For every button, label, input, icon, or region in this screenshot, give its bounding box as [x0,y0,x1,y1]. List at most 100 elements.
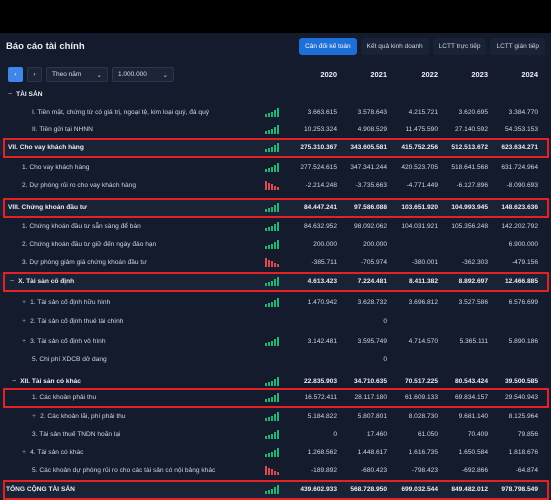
table-row[interactable]: − X. Tài sản cố định 4.613.423 7.224.481 8.4… [0,273,551,290]
value-cell: -680.423 [360,467,387,474]
row-label: 5. Các khoản dự phòng rủi ro cho các tài… [32,462,215,479]
unit-select[interactable]: 1.000.000 ⌄ [112,67,174,82]
value-cell: -189.892 [310,467,337,474]
value-cell: 8.892.697 [458,278,488,285]
collapse-icon[interactable]: − [12,378,17,385]
row-label: +1. Tài sản cố định hữu hình [22,294,110,311]
table-row[interactable]: 3. Tài sản thuế TNDN hoãn lại 0 17.460 61.0… [0,426,551,443]
value-cell: 4.215.721 [408,109,438,116]
value-cell: 699.032.544 [401,486,438,493]
table-row[interactable]: 2. Dự phòng rủi ro cho vay khách hàng -2.… [0,177,551,194]
prev-period-button[interactable]: ‹ [8,67,23,82]
row-label-text: 2. Các khoản lãi, phí phải thu [40,413,126,420]
value-cell [386,313,438,330]
table-row[interactable]: II. Tiền gửi tại NHNN 10.253.324 4.908.529… [0,121,551,138]
row-label: +4. Tài sản có khác [22,444,83,461]
growth-trend-icon [265,125,279,134]
value-cell: 420.523.705 [401,164,438,171]
tab-balance-sheet[interactable]: Cân đối kế toán [299,38,357,55]
growth-trend-icon [265,448,279,457]
year-header-cell: 2024 [521,70,538,79]
table-row[interactable]: 1. Chứng khoán đầu tư sẵn sàng để bán 84.… [0,218,551,235]
table-row[interactable]: 2. Chứng khoán đầu tư giữ đến ngày đáo h… [0,236,551,253]
value-cell: 5.365.111 [459,338,488,345]
value-cell: 104.993.945 [451,204,488,211]
collapse-icon[interactable]: − [10,278,15,285]
report-tabs: Cân đối kế toán Kết quả kinh doanh LCTT … [299,38,545,55]
value-cell: 79.856 [517,431,538,438]
value-cell: -798.423 [411,467,438,474]
declining-trend-icon [265,181,279,190]
value-cell: 200.000 [313,241,337,248]
value-cell: 4.908.529 [357,126,387,133]
period-select[interactable]: Theo năm ⌄ [46,67,108,82]
row-label: 1. Cho vay khách hàng [22,159,89,176]
year-header-cell: 2021 [370,70,387,79]
expand-icon[interactable]: + [32,413,37,420]
tab-income-statement[interactable]: Kết quả kinh doanh [360,38,429,55]
value-cell: 103.651.920 [401,204,438,211]
value-cell [436,313,488,330]
expand-icon[interactable]: + [22,449,27,456]
table-row[interactable]: 1. Các khoản phải thu 16.572.411 28.117.18… [0,389,551,406]
table-row[interactable]: 5. Chi phí XDCB dở dang 0 [0,351,551,368]
growth-trend-icon [265,337,279,346]
table-row[interactable]: VII. Cho vay khách hàng 275.310.367 343.60… [0,139,551,156]
value-cell: 9.681.140 [458,413,488,420]
table-row[interactable]: +2. Tài sản cố định thuê tài chính 0 [0,313,551,330]
table-row[interactable]: +4. Tài sản có khác 1.268.562 1.448.617 1.6… [0,444,551,461]
row-label-text: 2. Dự phòng rủi ro cho vay khách hàng [22,182,137,189]
table-row[interactable]: − XII. Tài sản có khác 22.835.903 34.710.63… [0,373,551,390]
growth-trend-icon [265,163,279,172]
table-row[interactable]: I. Tiền mặt, chứng từ có giá trị, ngoại … [0,104,551,121]
value-cell [436,86,488,103]
value-cell: -4.771.449 [406,182,438,189]
expand-icon[interactable]: + [22,318,27,325]
table-row[interactable]: +3. Tài sản cố định vô hình 3.142.481 3.59… [0,333,551,350]
value-cell: 6.900.000 [508,241,538,248]
value-cell: 343.605.581 [350,144,387,151]
expand-icon[interactable]: + [22,338,27,345]
value-cell: 29.540.943 [504,394,538,401]
page-title: Báo cáo tài chính [6,41,85,52]
expand-icon[interactable]: + [22,299,27,306]
row-label: 2. Chứng khoán đầu tư giữ đến ngày đáo h… [22,236,156,253]
row-label-text: 1. Cho vay khách hàng [22,164,90,171]
row-label: 3. Tài sản thuế TNDN hoãn lại [32,426,120,443]
value-cell: 623.634.271 [501,144,538,151]
row-label: VII. Cho vay khách hàng [8,139,84,156]
value-cell: 1.268.562 [307,449,337,456]
value-cell: 61.609.133 [404,394,438,401]
tab-cashflow-indirect[interactable]: LCTT gián tiếp [490,38,545,55]
value-cell: 415.752.256 [401,144,438,151]
growth-trend-icon [265,430,279,439]
value-cell: 28.117.180 [354,394,387,401]
year-header-cell: 2022 [421,70,438,79]
value-cell: -8.090.693 [506,182,538,189]
value-cell: -692.866 [461,467,488,474]
row-label-text: TÀI SẢN [16,91,43,98]
table-row[interactable]: 1. Cho vay khách hàng 277.524.615 347.341.… [0,159,551,176]
value-cell: 1.470.942 [307,299,337,306]
value-cell: 8.411.382 [409,278,438,285]
value-cell: 5.890.186 [508,338,538,345]
value-cell: 7.224.481 [357,278,387,285]
value-cell: 1.650.584 [458,449,488,456]
table-row[interactable]: +2. Các khoản lãi, phí phải thu 5.184.822… [0,408,551,425]
table-row[interactable]: +1. Tài sản cố định hữu hình 1.470.942 3.6… [0,294,551,311]
value-cell: 61.050 [417,431,438,438]
row-label-text: 1. Tài sản cố định hữu hình [30,299,111,306]
tab-cashflow-direct[interactable]: LCTT trực tiếp [432,38,487,55]
table-row[interactable]: TỔNG CỘNG TÀI SẢN 439.602.933 568.728.950 6… [0,481,551,498]
next-period-button[interactable]: › [27,67,42,82]
table-row[interactable]: 3. Dự phòng giảm giá chứng khoán đầu tư -… [0,254,551,271]
value-cell: 97.586.088 [353,204,387,211]
table-row[interactable]: VIII. Chứng khoán đầu tư 84.447.241 97.586… [0,199,551,216]
row-label-text: XII. Tài sản có khác [20,378,81,385]
collapse-icon[interactable]: − [8,91,13,98]
table-row[interactable]: − TÀI SẢN [0,86,551,103]
row-label: I. Tiền mặt, chứng từ có giá trị, ngoại … [32,104,209,121]
row-label-text: 3. Dự phòng giảm giá chứng khoán đầu tư [22,259,147,266]
table-row[interactable]: 5. Các khoản dự phòng rủi ro cho các tài… [0,462,551,479]
value-cell: 512.513.672 [451,144,488,151]
